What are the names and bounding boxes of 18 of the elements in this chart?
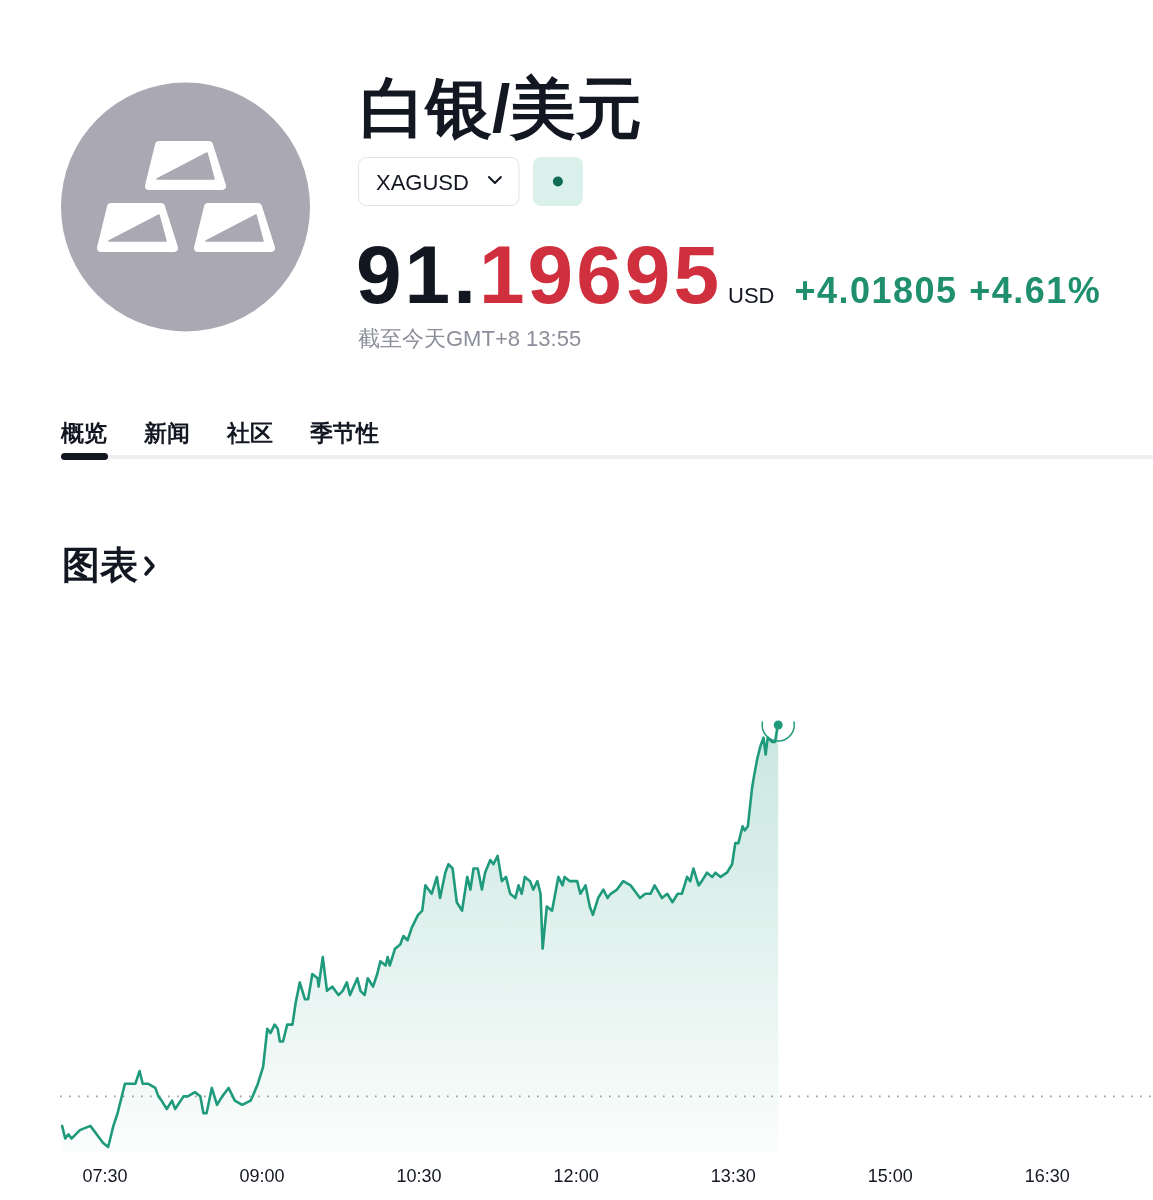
text: XAGUSD bbox=[376, 170, 469, 195]
x-tick-label: 12:00 bbox=[553, 1166, 599, 1186]
text: 概览 bbox=[60, 420, 107, 446]
text: +4.01805 +4.61% bbox=[794, 270, 1102, 311]
x-tick-label: 10:30 bbox=[396, 1166, 442, 1186]
x-tick-label: 15:00 bbox=[867, 1166, 913, 1186]
text: 截至今天GMT+8 13:55 bbox=[358, 326, 582, 351]
text: 新闻 bbox=[143, 420, 190, 446]
text: USD bbox=[728, 283, 775, 308]
text: 季节性 bbox=[309, 420, 379, 446]
x-tick-label: 07:30 bbox=[82, 1166, 128, 1186]
text: 91.19695 bbox=[356, 229, 723, 320]
chart-title: 白银/美元 bbox=[360, 71, 643, 145]
text: 社区 bbox=[226, 420, 273, 446]
x-tick-label: 09:00 bbox=[239, 1166, 285, 1186]
x-tick-label: 16:30 bbox=[1024, 1166, 1070, 1186]
text: 图表 bbox=[62, 544, 138, 586]
x-tick-label: 13:30 bbox=[710, 1166, 756, 1186]
